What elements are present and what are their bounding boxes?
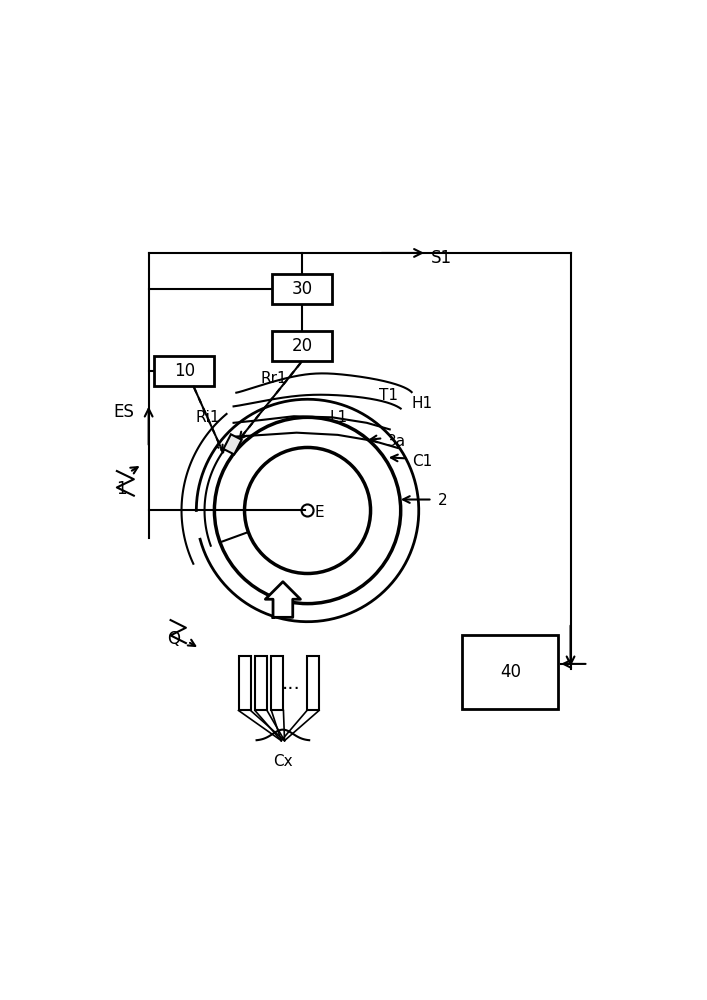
Bar bbox=[223, 434, 242, 454]
Bar bbox=[271, 656, 284, 710]
Text: ES: ES bbox=[113, 403, 134, 421]
Bar bbox=[272, 274, 332, 304]
Text: 30: 30 bbox=[291, 280, 312, 298]
Text: 40: 40 bbox=[500, 663, 521, 681]
Bar bbox=[154, 356, 214, 386]
Text: 10: 10 bbox=[174, 362, 195, 380]
Text: E: E bbox=[314, 505, 324, 520]
Bar bbox=[238, 656, 250, 710]
Text: 1: 1 bbox=[116, 480, 127, 498]
Bar bbox=[255, 656, 267, 710]
Text: Rr1: Rr1 bbox=[261, 371, 288, 386]
Text: S1: S1 bbox=[431, 249, 452, 267]
Text: Ri1: Ri1 bbox=[195, 410, 220, 425]
Text: Q: Q bbox=[167, 630, 180, 648]
Text: 2: 2 bbox=[438, 493, 448, 508]
Bar bbox=[272, 331, 332, 361]
Text: 3a: 3a bbox=[387, 434, 406, 449]
Text: C1: C1 bbox=[411, 454, 432, 469]
Text: H1: H1 bbox=[411, 396, 433, 411]
Polygon shape bbox=[265, 582, 300, 617]
Text: Cx: Cx bbox=[273, 754, 293, 769]
Text: 20: 20 bbox=[291, 337, 312, 355]
Text: T1: T1 bbox=[379, 388, 398, 403]
Bar bbox=[307, 656, 319, 710]
Bar bbox=[462, 635, 559, 709]
Text: L1: L1 bbox=[329, 410, 348, 425]
Text: ...: ... bbox=[281, 674, 300, 693]
